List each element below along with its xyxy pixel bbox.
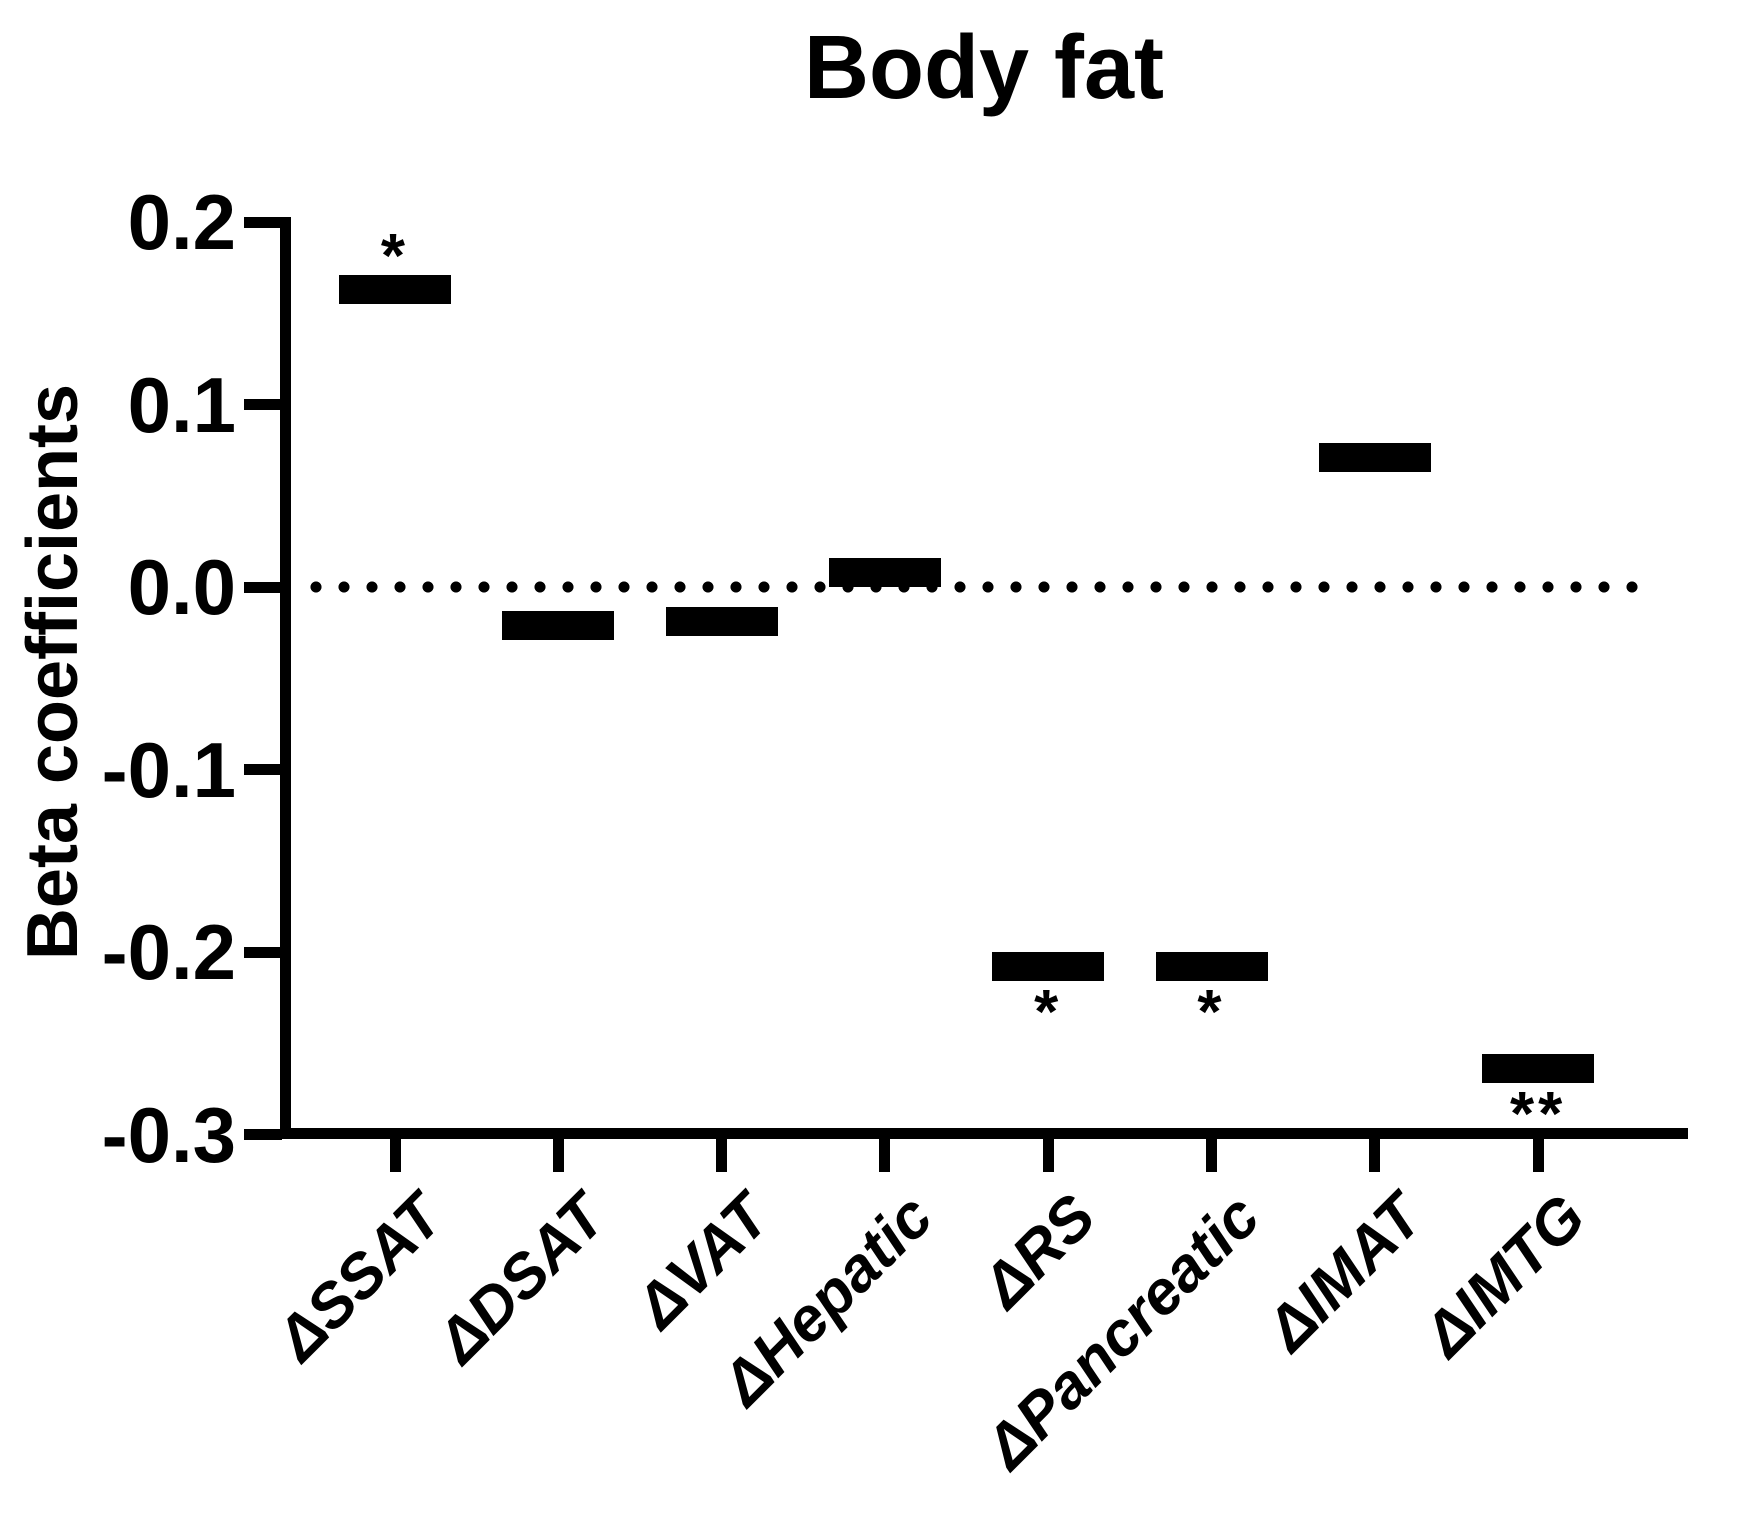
x-tick [552,1139,564,1172]
x-axis-label: ΔSSAT [263,1181,456,1374]
bar [992,952,1105,982]
y-tick-label: 0.2 [127,178,236,266]
x-tick [879,1139,891,1172]
zero-reference-dotted-line [302,581,1648,593]
x-tick [716,1139,728,1172]
significance-marker: * [1034,978,1063,1048]
y-tick [244,946,282,958]
y-tick-label: -0.3 [101,1090,236,1179]
y-tick [244,1129,282,1140]
bar [339,275,451,305]
x-tick [389,1139,401,1172]
significance-marker: ** [1509,1080,1567,1150]
y-tick-label: -0.2 [101,908,236,996]
significance-marker: * [1197,978,1226,1048]
bar [1482,1054,1595,1084]
y-tick-label: 0.1 [127,360,236,449]
y-axis-spine [280,217,291,1139]
x-axis-baseline [280,1128,1688,1139]
significance-marker: * [380,222,410,292]
y-tick [244,581,282,593]
bar [502,610,615,640]
chart-title: Body fat [804,18,1164,118]
x-tick [1369,1139,1381,1172]
x-tick [1532,1139,1544,1172]
y-tick-label: 0.0 [127,543,236,631]
y-tick [244,764,282,775]
x-tick [1042,1139,1054,1172]
x-tick [1206,1139,1217,1172]
y-tick [244,399,282,410]
bar [1155,952,1268,982]
y-tick-label: -0.1 [101,725,236,814]
bar [1318,442,1431,472]
bar [828,557,941,587]
bar [665,607,778,637]
y-tick [244,216,282,228]
